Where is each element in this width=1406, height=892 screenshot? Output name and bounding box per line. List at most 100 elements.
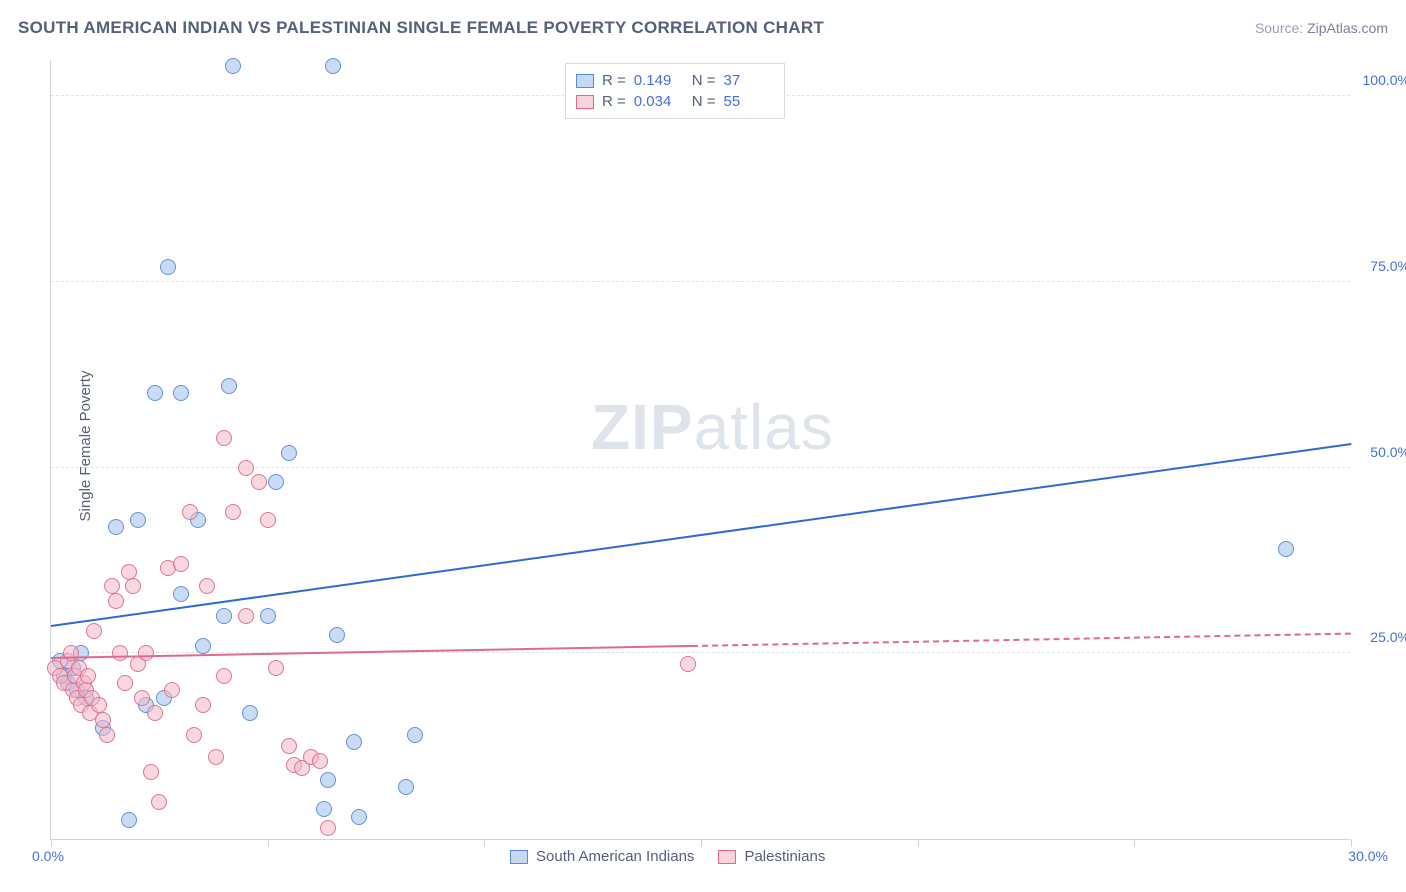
data-point: [216, 608, 232, 624]
data-point: [173, 385, 189, 401]
data-point: [130, 512, 146, 528]
data-point: [238, 460, 254, 476]
data-point: [195, 638, 211, 654]
x-axis-min-label: 0.0%: [32, 848, 64, 864]
watermark-part2: atlas: [694, 391, 834, 463]
legend-r-label: R =: [602, 93, 626, 110]
x-tick: [268, 839, 269, 847]
data-point: [251, 474, 267, 490]
legend-swatch: [576, 95, 594, 109]
chart-header: SOUTH AMERICAN INDIAN VS PALESTINIAN SIN…: [18, 18, 1388, 38]
data-point: [225, 504, 241, 520]
data-point: [351, 809, 367, 825]
data-point: [182, 504, 198, 520]
data-point: [281, 445, 297, 461]
data-point: [260, 608, 276, 624]
watermark: ZIPatlas: [591, 390, 834, 464]
data-point: [80, 668, 96, 684]
data-point: [147, 705, 163, 721]
gridline: [51, 281, 1350, 282]
data-point: [173, 586, 189, 602]
legend-r-value: 0.149: [634, 72, 684, 89]
x-tick: [1134, 839, 1135, 847]
data-point: [221, 378, 237, 394]
trend-line: [692, 633, 1351, 647]
chart-source: Source: ZipAtlas.com: [1255, 20, 1388, 36]
legend-swatch: [576, 74, 594, 88]
x-tick: [701, 839, 702, 847]
y-tick-label: 75.0%: [1355, 258, 1406, 274]
data-point: [325, 58, 341, 74]
data-point: [108, 593, 124, 609]
data-point: [346, 734, 362, 750]
x-tick: [918, 839, 919, 847]
data-point: [95, 712, 111, 728]
data-point: [86, 623, 102, 639]
data-point: [112, 645, 128, 661]
x-tick: [484, 839, 485, 847]
data-point: [63, 645, 79, 661]
data-point: [134, 690, 150, 706]
y-tick-label: 50.0%: [1355, 444, 1406, 460]
data-point: [147, 385, 163, 401]
data-point: [260, 512, 276, 528]
legend-r-value: 0.034: [634, 93, 684, 110]
correlation-legend: R =0.149N =37R =0.034N =55: [565, 63, 785, 119]
data-point: [104, 578, 120, 594]
data-point: [312, 753, 328, 769]
x-tick: [1351, 839, 1352, 847]
series-legend: South American Indians Palestinians: [510, 848, 825, 865]
data-point: [320, 772, 336, 788]
legend-n-label: N =: [692, 93, 716, 110]
data-point: [680, 656, 696, 672]
data-point: [238, 608, 254, 624]
data-point: [186, 727, 202, 743]
plot-area: ZIPatlas 25.0%50.0%75.0%100.0%: [50, 60, 1350, 840]
data-point: [398, 779, 414, 795]
legend-swatch: [510, 850, 528, 864]
data-point: [407, 727, 423, 743]
chart-title: SOUTH AMERICAN INDIAN VS PALESTINIAN SIN…: [18, 18, 824, 38]
data-point: [216, 668, 232, 684]
data-point: [143, 764, 159, 780]
data-point: [125, 578, 141, 594]
data-point: [1278, 541, 1294, 557]
data-point: [216, 430, 232, 446]
data-point: [121, 564, 137, 580]
x-tick: [51, 839, 52, 847]
data-point: [164, 682, 180, 698]
data-point: [199, 578, 215, 594]
legend-item: Palestinians: [718, 848, 825, 865]
legend-row: R = 0.034 N = 55: [576, 91, 774, 112]
data-point: [173, 556, 189, 572]
y-tick-label: 25.0%: [1355, 629, 1406, 645]
watermark-part1: ZIP: [591, 391, 694, 463]
source-label: Source:: [1255, 20, 1307, 36]
source-value: ZipAtlas.com: [1307, 20, 1388, 36]
data-point: [268, 474, 284, 490]
data-point: [225, 58, 241, 74]
data-point: [121, 812, 137, 828]
data-point: [320, 820, 336, 836]
data-point: [160, 259, 176, 275]
data-point: [208, 749, 224, 765]
data-point: [108, 519, 124, 535]
data-point: [268, 660, 284, 676]
data-point: [316, 801, 332, 817]
data-point: [329, 627, 345, 643]
legend-series-name: South American Indians: [536, 848, 694, 865]
legend-r-label: R =: [602, 72, 626, 89]
data-point: [91, 697, 107, 713]
data-point: [117, 675, 133, 691]
data-point: [242, 705, 258, 721]
data-point: [99, 727, 115, 743]
legend-n-value: 55: [724, 93, 774, 110]
data-point: [138, 645, 154, 661]
legend-series-name: Palestinians: [744, 848, 825, 865]
data-point: [151, 794, 167, 810]
data-point: [281, 738, 297, 754]
legend-n-label: N =: [692, 72, 716, 89]
legend-item: South American Indians: [510, 848, 694, 865]
legend-row: R =0.149N =37: [576, 70, 774, 91]
legend-swatch: [718, 850, 736, 864]
